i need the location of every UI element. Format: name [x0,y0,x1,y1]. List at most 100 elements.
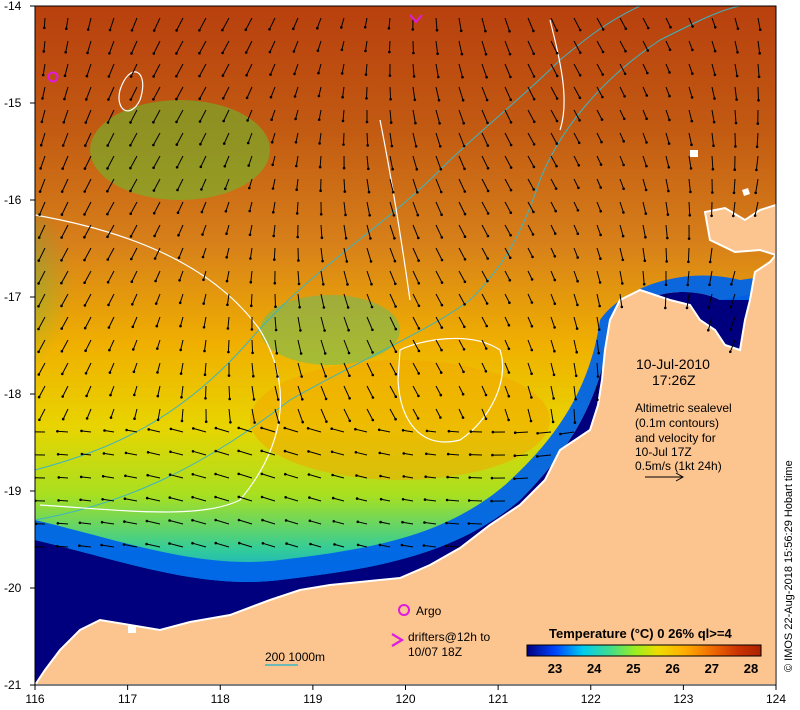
velocity-arrow [40,155,46,169]
velocity-arrow-head [261,542,265,545]
drifter-marker[interactable] [409,14,423,24]
velocity-arrow-head [56,545,59,548]
velocity-arrow-head [129,212,132,215]
velocity-arrow [343,201,346,215]
velocity-arrow-head [331,473,334,477]
velocity-arrow-head [130,52,133,55]
velocity-arrow [84,316,92,329]
velocity-arrow [103,452,115,456]
velocity-arrow [412,178,418,193]
velocity-arrow [130,224,138,237]
velocity-arrow-head [417,236,420,240]
velocity-arrow-head [620,305,624,309]
velocity-arrow-head [463,258,467,261]
velocity-arrow-head [309,542,312,546]
velocity-arrow-head [294,117,297,121]
velocity-arrow-head [624,49,627,53]
velocity-arrow-head [446,475,449,479]
velocity-arrow-head [152,52,156,55]
velocity-arrow-head [106,212,109,216]
velocity-arrow-head [107,75,111,78]
velocity-arrow-head [555,142,559,145]
velocity-arrow-head [507,323,511,327]
velocity-arrow-head [229,421,232,424]
velocity-arrow-head [507,371,511,374]
velocity-arrow [412,132,417,147]
velocity-arrow-head [83,213,86,216]
velocity-arrow [251,362,254,377]
velocity-arrow-head [321,259,324,263]
velocity-arrow-head [106,189,109,193]
velocity-arrow [435,339,442,351]
velocity-arrow [435,17,438,31]
colorbar-tick-label: 25 [626,661,640,676]
velocity-arrow-head [331,496,335,500]
velocity-arrow [435,178,442,193]
velocity-arrow-head [83,326,87,330]
velocity-arrow-head [61,167,64,170]
velocity-arrow [215,450,230,456]
velocity-arrow-head [622,140,625,143]
velocity-arrow-head [108,371,112,374]
velocity-arrow [573,247,579,258]
velocity-arrow-head [402,452,406,455]
velocity-arrow-head [274,328,278,332]
velocity-arrow [307,427,322,433]
velocity-arrow [178,224,184,236]
argo-legend-icon [398,604,410,616]
velocity-arrow [560,431,575,435]
velocity-arrow [205,385,207,399]
velocity-arrow-head [153,257,157,260]
velocity-arrow [527,17,534,32]
velocity-arrow [550,408,554,422]
x-tick-label: 117 [118,692,137,706]
velocity-arrow [223,109,230,122]
bathy-200m [35,6,741,521]
velocity-arrow [573,86,581,99]
velocity-arrow [665,17,671,28]
velocity-arrow-head [461,75,464,79]
velocity-arrow-head [391,191,395,194]
velocity-arrow-head [417,304,421,308]
velocity-arrow [203,270,207,280]
velocity-arrow-head [38,213,41,216]
velocity-arrow [447,476,460,479]
velocity-arrow-head [461,98,465,102]
velocity-arrow-head [422,544,426,547]
velocity-arrow-head [388,74,392,77]
velocity-arrow [274,385,279,400]
x-tick-label: 122 [581,692,601,706]
velocity-arrow [458,270,466,283]
velocity-arrow-head [223,164,227,168]
velocity-arrow-head [576,279,579,283]
velocity-arrow-head [363,25,367,29]
velocity-arrow [309,520,322,525]
velocity-arrow-head [106,167,109,170]
velocity-arrow [619,63,626,75]
velocity-arrow [180,362,184,374]
velocity-arrow [269,40,276,53]
velocity-arrow-head [555,97,559,100]
velocity-arrow [320,270,324,285]
velocity-arrow-head [371,396,375,399]
velocity-arrow-head [175,74,178,78]
velocity-arrow [711,86,715,99]
velocity-arrow-head [323,329,326,332]
velocity-arrow [527,385,532,398]
velocity-arrow-head [260,495,264,499]
velocity-arrow-head [530,278,534,281]
velocity-arrow [318,109,322,120]
velocity-arrow [550,339,555,352]
argo-float-marker[interactable] [47,71,59,83]
velocity-arrow [342,109,345,121]
velocity-arrow-head [394,305,397,308]
velocity-arrow-head [199,142,202,146]
velocity-arrow [688,109,693,122]
velocity-arrow-head [576,303,579,307]
velocity-arrow-head [425,452,428,456]
velocity-arrow [132,316,138,327]
velocity-arrow [573,408,576,423]
velocity-arrow [65,40,69,53]
velocity-arrow-head [130,280,134,284]
velocity-arrow-head [446,452,450,456]
